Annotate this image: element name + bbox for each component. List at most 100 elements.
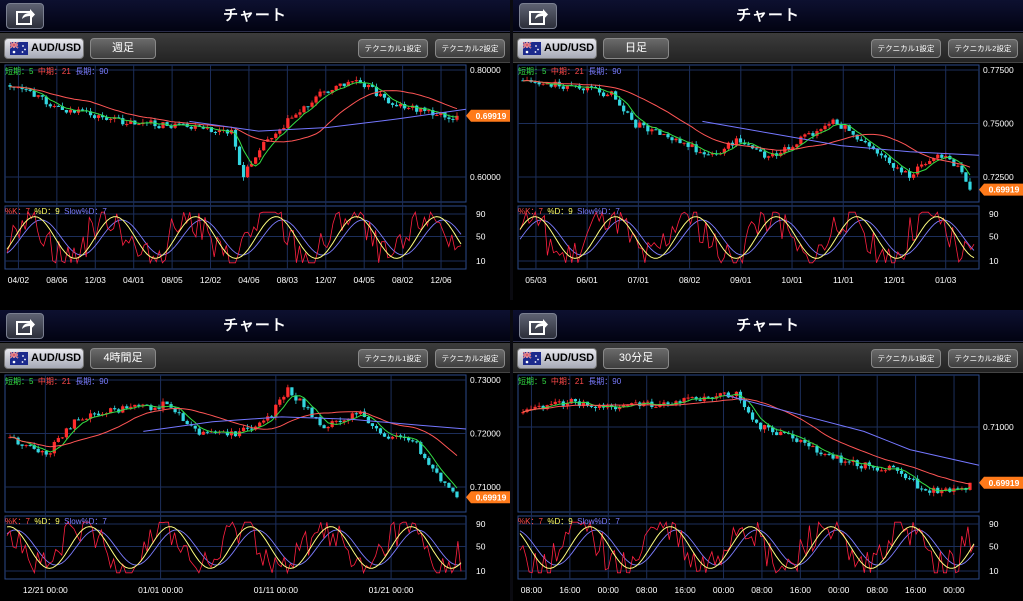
- x-axis-tick-label: 01/01 00:00: [138, 585, 183, 595]
- candle-body: [960, 488, 964, 490]
- candle-body: [302, 398, 306, 408]
- ma-mid-line: [522, 398, 971, 485]
- candle-body: [767, 425, 771, 428]
- legend-stoch-k: %K：7: [5, 207, 30, 216]
- candle-body: [403, 104, 407, 109]
- period-button[interactable]: 4時間足: [90, 348, 156, 369]
- chart-toolbar: AUD/USD 30分足 テクニカル1設定 テクニカル2設定: [513, 343, 1023, 373]
- candle-body: [68, 428, 73, 430]
- title-bar: チャート: [0, 0, 510, 32]
- share-button[interactable]: [519, 313, 557, 339]
- legend-stoch-k: %K：7: [518, 517, 543, 526]
- page-title: チャート: [736, 317, 800, 334]
- x-axis-tick-label: 12/03: [85, 275, 107, 285]
- share-button[interactable]: [6, 313, 44, 339]
- candle-body: [129, 120, 133, 124]
- au-flag-icon: [10, 42, 28, 55]
- currency-pair-button[interactable]: AUD/USD: [4, 38, 84, 59]
- stochastic-plot-frame: [517, 515, 980, 580]
- candle-body: [225, 431, 230, 436]
- chart-area[interactable]: 08:00 16:00 00:00 08:00 16:00 00:00 08:00 16:00…: [513, 373, 1023, 601]
- period-button[interactable]: 週足: [90, 38, 156, 59]
- currency-pair-button[interactable]: AUD/USD: [517, 38, 597, 59]
- y-axis-tick-label: 0.73000: [470, 375, 501, 385]
- legend-ma-mid: 中期：21: [37, 377, 71, 386]
- x-axis-tick-label: 08:00: [636, 585, 658, 595]
- candle-body: [133, 404, 137, 407]
- technical-2-settings-button[interactable]: テクニカル2設定: [948, 349, 1018, 368]
- stochastic-legend: %K：7 %D：9 Slow%D：7: [518, 516, 620, 527]
- candle-body: [783, 431, 787, 433]
- au-flag-icon: [523, 352, 541, 365]
- candle-body: [435, 115, 439, 117]
- candle-body: [40, 95, 44, 97]
- period-button[interactable]: 30分足: [603, 348, 669, 369]
- period-button[interactable]: 日足: [603, 38, 669, 59]
- candle-body: [358, 411, 362, 414]
- share-button[interactable]: [519, 3, 557, 29]
- candle-body: [32, 91, 36, 97]
- candle-body: [72, 419, 77, 429]
- chart-area[interactable]: 12/21 00:00 01/01 00:00 01/11 00:00 01/21 0…: [0, 373, 510, 601]
- technical-2-settings-button[interactable]: テクニカル2設定: [435, 39, 505, 58]
- candle-body: [193, 425, 197, 429]
- candle-body: [726, 142, 730, 149]
- candle-body: [537, 82, 541, 85]
- share-button[interactable]: [6, 3, 44, 29]
- legend-ma-long: 長期：90: [588, 67, 622, 76]
- candle-body: [415, 105, 419, 112]
- au-flag-icon: [10, 352, 28, 365]
- technical-1-settings-button[interactable]: テクニカル1設定: [871, 39, 941, 58]
- candle-body: [137, 124, 141, 126]
- candle-body: [177, 412, 181, 414]
- x-axis-tick-label: 07/01: [628, 275, 650, 285]
- candle-body: [282, 127, 286, 130]
- ma-mid-line: [522, 79, 971, 168]
- price-tag-label: 0.69919: [989, 185, 1020, 195]
- chart-toolbar: AUD/USD 週足 テクニカル1設定 テクニカル2設定: [0, 33, 510, 63]
- candle-body: [117, 409, 121, 413]
- candle-body: [630, 403, 634, 405]
- candle-body: [76, 419, 81, 421]
- price-plot-frame: [4, 64, 467, 203]
- candle-body: [682, 142, 686, 144]
- technical-1-settings-button[interactable]: テクニカル1設定: [358, 349, 428, 368]
- candle-body: [847, 125, 851, 131]
- candle-body: [302, 106, 306, 113]
- stochastic-legend: %K：7 %D：9 Slow%D：7: [5, 516, 107, 527]
- chart-area[interactable]: 05/03 06/01 07/01 08/02 09/01 10/01 11/01 12/01…: [513, 63, 1023, 300]
- candle-body: [674, 138, 678, 141]
- candle-body: [153, 407, 157, 410]
- candle-body: [742, 142, 747, 145]
- candle-body: [326, 91, 330, 93]
- candle-body: [169, 125, 173, 128]
- currency-pair-button[interactable]: AUD/USD: [517, 348, 597, 369]
- candle-body: [690, 144, 694, 147]
- candle-body: [787, 147, 791, 150]
- candle-body: [427, 458, 431, 465]
- chart-area[interactable]: 04/02 08/06 12/03 04/01 08/05 12/02 04/06 08/03…: [0, 63, 510, 300]
- share-icon: [529, 9, 548, 25]
- legend-stoch-d: %D：9: [34, 207, 60, 216]
- currency-pair-button[interactable]: AUD/USD: [4, 348, 84, 369]
- candle-body: [266, 416, 270, 421]
- currency-pair-label: AUD/USD: [31, 352, 82, 364]
- technical-1-settings-button[interactable]: テクニカル1設定: [358, 39, 428, 58]
- technical-2-settings-button[interactable]: テクニカル2設定: [948, 39, 1018, 58]
- candle-body: [322, 91, 326, 93]
- candle-body: [318, 91, 322, 97]
- candle-body: [686, 142, 690, 147]
- currency-pair-label: AUD/USD: [31, 42, 82, 54]
- candle-body: [262, 420, 266, 423]
- candle-body: [60, 106, 64, 110]
- stochastic-slow-d-line: [6, 219, 462, 256]
- candle-body: [157, 126, 161, 129]
- candle-body: [851, 130, 855, 135]
- candle-body: [386, 97, 391, 104]
- candle-body: [125, 406, 129, 409]
- technical-1-settings-button[interactable]: テクニカル1設定: [871, 349, 941, 368]
- candle-body: [362, 411, 366, 417]
- chart-toolbar: AUD/USD 日足 テクニカル1設定 テクニカル2設定: [513, 33, 1023, 63]
- page-title: チャート: [736, 7, 800, 24]
- technical-2-settings-button[interactable]: テクニカル2設定: [435, 349, 505, 368]
